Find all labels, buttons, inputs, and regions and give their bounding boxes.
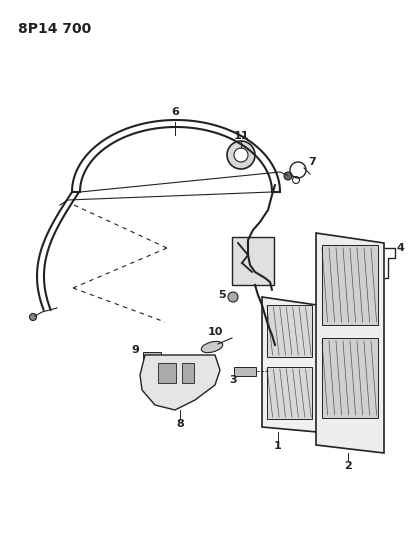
Text: 5: 5 xyxy=(218,290,226,300)
Text: 2: 2 xyxy=(344,461,352,471)
Bar xyxy=(182,363,194,383)
Bar xyxy=(267,367,312,419)
Text: 11: 11 xyxy=(233,131,249,141)
Bar xyxy=(234,367,256,376)
Circle shape xyxy=(234,148,248,162)
Text: 7: 7 xyxy=(308,157,316,167)
Text: 8P14 700: 8P14 700 xyxy=(18,22,91,36)
Text: 8: 8 xyxy=(176,419,184,429)
Circle shape xyxy=(284,172,292,180)
Text: 4: 4 xyxy=(396,243,404,253)
Bar xyxy=(158,363,176,383)
Bar xyxy=(267,305,312,357)
Text: 3: 3 xyxy=(229,375,237,385)
Polygon shape xyxy=(262,297,317,432)
Bar xyxy=(322,245,378,325)
Ellipse shape xyxy=(201,342,223,353)
Polygon shape xyxy=(316,233,384,453)
Bar xyxy=(232,237,274,285)
Bar xyxy=(143,352,161,360)
Bar xyxy=(322,338,378,418)
Circle shape xyxy=(228,292,238,302)
Text: 9: 9 xyxy=(131,345,139,355)
Text: 6: 6 xyxy=(171,107,179,117)
Text: 10: 10 xyxy=(207,327,223,337)
Text: 1: 1 xyxy=(274,441,282,451)
Polygon shape xyxy=(140,355,220,410)
Circle shape xyxy=(30,313,37,320)
Circle shape xyxy=(227,141,255,169)
